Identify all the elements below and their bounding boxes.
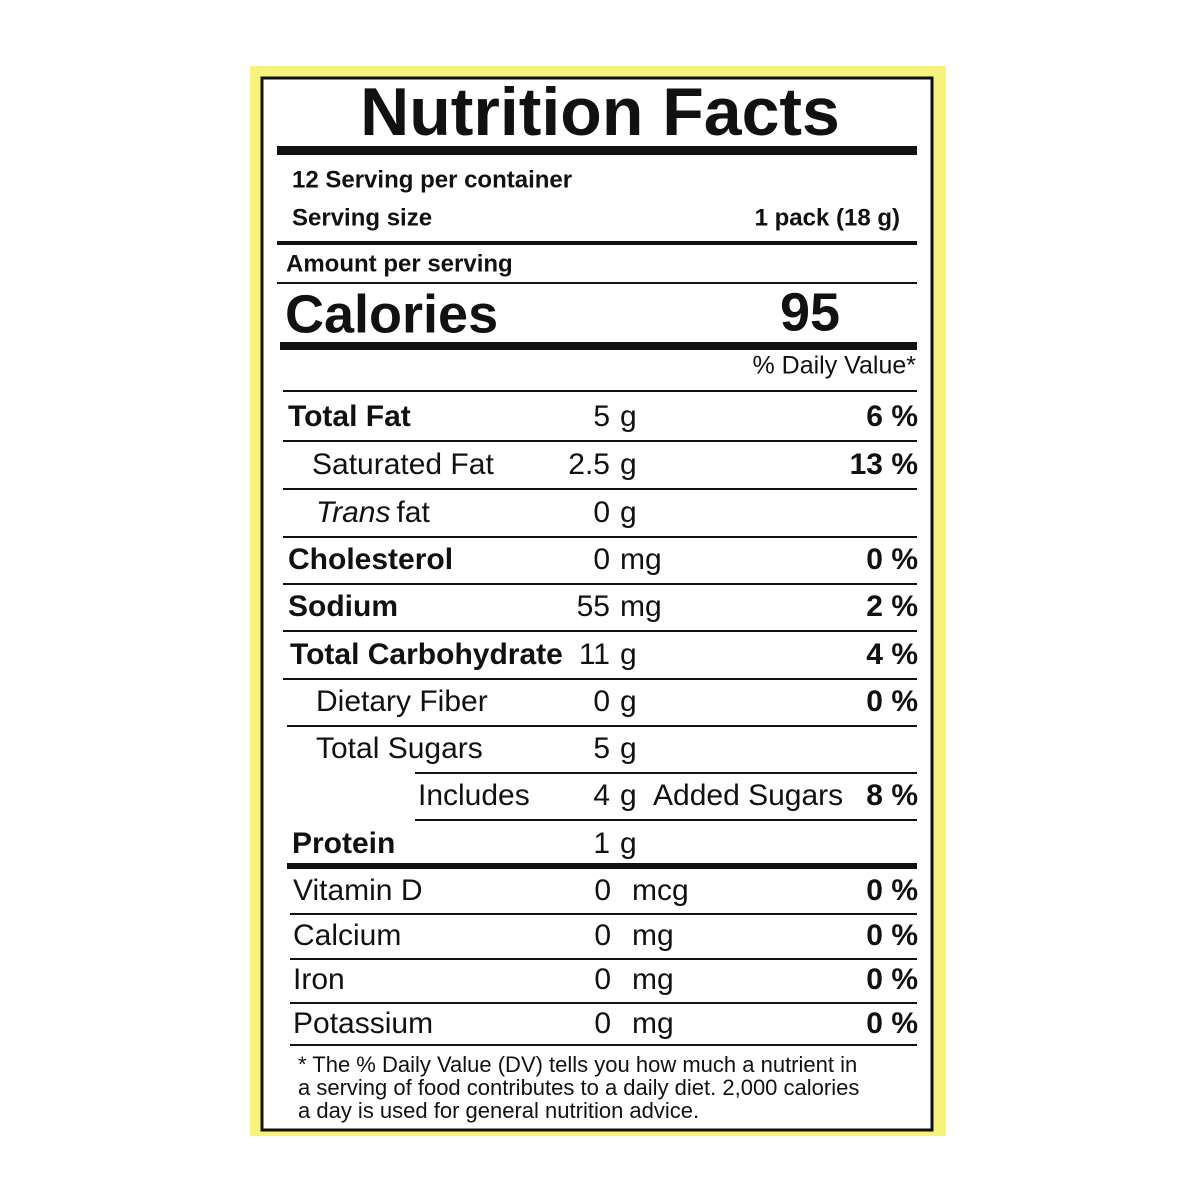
rule	[283, 440, 917, 442]
nutrient-unit: g	[620, 685, 637, 718]
vitamin-unit: mcg	[632, 874, 689, 907]
nutrient-amount: 0	[593, 496, 610, 529]
nutrient-name: Total Sugars	[316, 732, 483, 765]
nutrient-amount: 0	[593, 543, 610, 576]
nutrient-unit: mg	[620, 590, 662, 623]
daily-value: 0 %	[866, 874, 918, 907]
daily-value: 0 %	[866, 919, 918, 952]
serving-size-value: 1 pack (18 g)	[755, 204, 900, 231]
nutrient-amount: 55	[577, 590, 610, 623]
amount-per-serving: Amount per serving	[286, 250, 513, 277]
nutrient-name: Saturated Fat	[312, 448, 494, 481]
rule	[277, 241, 917, 245]
nutrient-unit: g	[620, 827, 637, 860]
nutrient-name: Protein	[292, 827, 395, 860]
serving-size-label: Serving size	[292, 204, 432, 231]
rule	[287, 863, 917, 869]
nutrient-amount: 0	[593, 685, 610, 718]
nutrient-amount: 5	[593, 400, 610, 433]
nutrient-name: fat	[396, 496, 430, 529]
vitamin-amount: 0	[594, 874, 611, 907]
vitamin-name: Iron	[293, 963, 345, 996]
nutrient-amount: 4	[593, 779, 610, 812]
servings: 12 Serving per container	[292, 166, 572, 193]
daily-value: 0 %	[866, 685, 918, 718]
nutrient-name-italic: Trans	[316, 496, 390, 529]
rule	[290, 958, 917, 960]
nutrient-name: Includes	[418, 779, 530, 812]
nutrient-unit: g	[620, 496, 637, 529]
title: Nutrition Facts	[360, 74, 840, 150]
nutrient-amount: 5	[593, 732, 610, 765]
daily-value: 0 %	[866, 543, 918, 576]
rule	[290, 913, 917, 915]
rule	[287, 725, 917, 727]
rule	[283, 630, 917, 632]
nutrient-amount: 2.5	[568, 448, 610, 481]
label-panel	[260, 76, 934, 1132]
nutrient-unit: g	[620, 732, 637, 765]
nutrient-unit: g	[620, 400, 637, 433]
rule	[280, 342, 917, 350]
rule	[290, 1002, 917, 1004]
rule	[283, 583, 917, 585]
footnote-line: * The % Daily Value (DV) tells you how m…	[298, 1052, 857, 1077]
rule	[277, 146, 917, 155]
vitamin-unit: mg	[632, 919, 674, 952]
rule	[283, 488, 917, 490]
vitamin-amount: 0	[594, 919, 611, 952]
rule	[283, 390, 917, 392]
nutrient-amount: 1	[593, 827, 610, 860]
nutrient-name: Sodium	[288, 590, 398, 623]
footnote-line: a serving of food contributes to a daily…	[298, 1075, 859, 1100]
daily-value: 0 %	[866, 963, 918, 996]
nutrient-name: Cholesterol	[288, 543, 453, 576]
nutrient-name: Total Carbohydrate	[290, 638, 563, 671]
vitamin-amount: 0	[594, 963, 611, 996]
vitamin-unit: mg	[632, 1007, 674, 1040]
vitamin-name: Calcium	[293, 919, 401, 952]
footnote-line: a day is used for general nutrition advi…	[298, 1098, 699, 1123]
vitamin-amount: 0	[594, 1007, 611, 1040]
daily-value: 6 %	[866, 400, 918, 433]
dv-header: % Daily Value*	[752, 352, 916, 380]
nutrient-unit: g	[620, 638, 637, 671]
nutrient-unit: mg	[620, 543, 662, 576]
nutrient-unit: g	[620, 779, 637, 812]
rule	[415, 819, 917, 821]
calories-value: 95	[780, 282, 840, 342]
rule	[283, 536, 917, 538]
daily-value: 4 %	[866, 638, 918, 671]
nutrient-name: Dietary Fiber	[316, 685, 488, 718]
daily-value: 8 %	[866, 779, 918, 812]
nutrient-amount: 11	[579, 638, 610, 671]
nutrient-name: Total Fat	[288, 400, 411, 433]
rule	[415, 772, 917, 774]
nutrient-suffix: Added Sugars	[653, 779, 843, 812]
vitamin-unit: mg	[632, 963, 674, 996]
rule	[283, 678, 917, 680]
nutrient-unit: g	[620, 448, 637, 481]
daily-value: 0 %	[866, 1007, 918, 1040]
rule	[277, 282, 917, 284]
rule	[290, 1044, 917, 1046]
vitamin-name: Potassium	[293, 1007, 433, 1040]
daily-value: 2 %	[866, 590, 918, 623]
daily-value: 13 %	[850, 448, 918, 481]
vitamin-name: Vitamin D	[293, 874, 423, 907]
calories-label: Calories	[285, 284, 498, 344]
